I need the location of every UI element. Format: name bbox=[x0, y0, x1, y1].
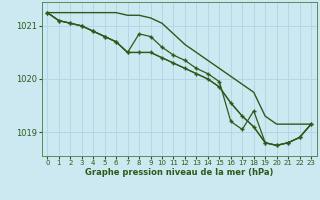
X-axis label: Graphe pression niveau de la mer (hPa): Graphe pression niveau de la mer (hPa) bbox=[85, 168, 273, 177]
